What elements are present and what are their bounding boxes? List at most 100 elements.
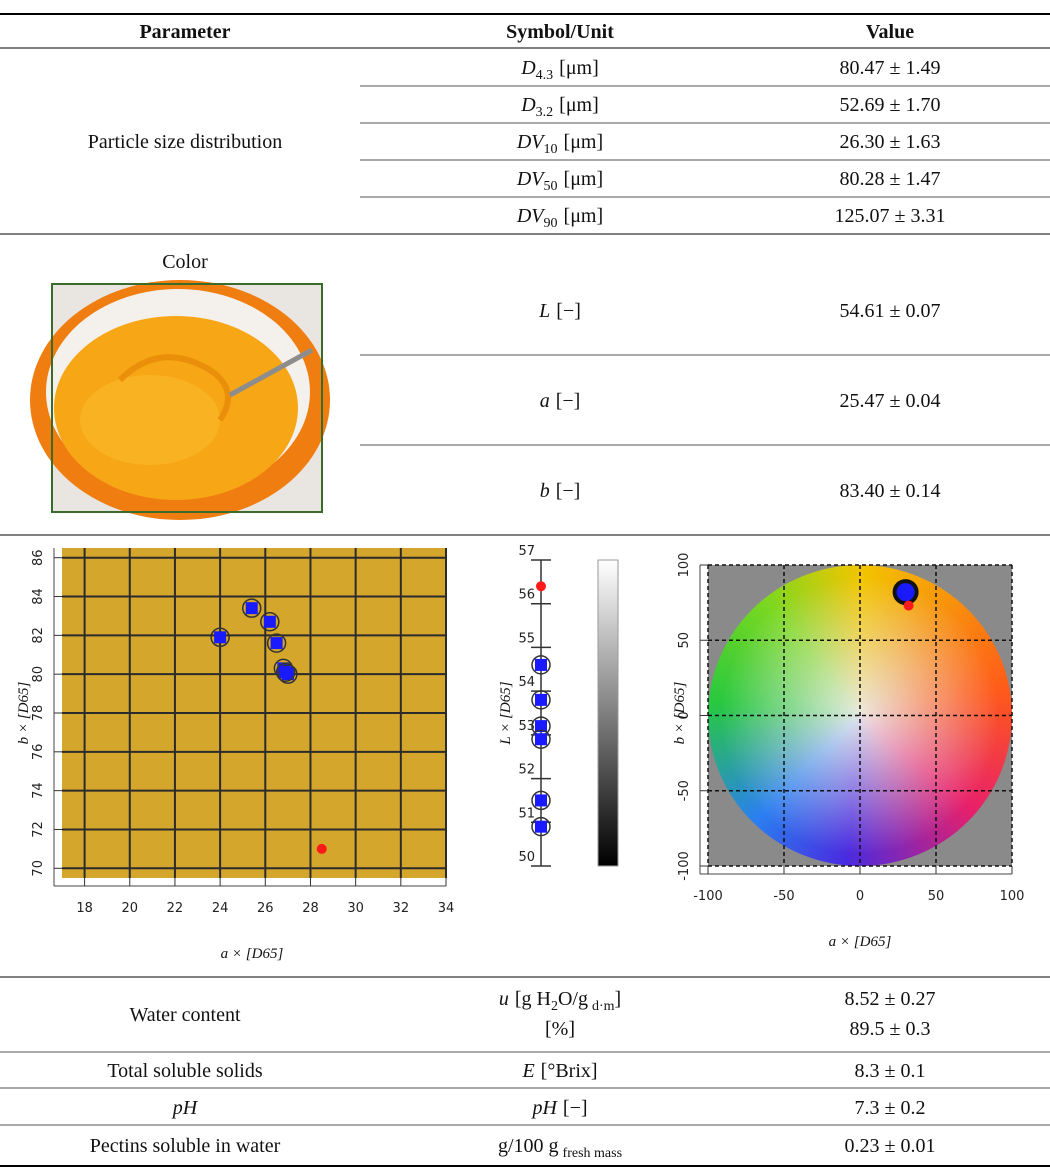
x-tick-label: -100 (693, 889, 723, 904)
y-tick-label: 54 (518, 675, 535, 690)
symbol-sub: 4.3 (536, 68, 554, 83)
parameter-name: Total soluble solids (107, 1060, 262, 1082)
header-cell: Parameter (139, 21, 230, 43)
charts: 182022242628303234707274767880828486a × … (16, 544, 1024, 962)
y-axis-label: b × [D65] (672, 682, 688, 745)
value: 0.23 ± 0.01 (845, 1135, 936, 1157)
unit: [%] (545, 1018, 575, 1040)
data-point (895, 581, 917, 603)
y-tick-label: -50 (677, 780, 692, 801)
lightness-scale (598, 560, 618, 866)
y-tick-label: 78 (31, 705, 46, 722)
value: 54.61 ± 0.07 (840, 300, 941, 322)
y-tick-label: 76 (31, 744, 46, 761)
unit: [g H (515, 988, 551, 1010)
x-tick-label: 26 (257, 901, 274, 916)
parameter-name: Pectins soluble in water (90, 1135, 281, 1157)
value: 80.28 ± 1.47 (840, 168, 941, 190)
data-point (535, 694, 547, 706)
symbol-sub: 50 (544, 179, 558, 194)
symbol-sub: 10 (544, 142, 558, 157)
symbol-unit: pH[−] (530, 1097, 587, 1119)
data-point (904, 601, 914, 611)
y-tick-label: 82 (31, 627, 46, 644)
y-tick-label: 51 (518, 806, 535, 821)
unit: [−] (556, 300, 581, 322)
data-point (535, 733, 547, 745)
data-point (536, 581, 546, 591)
symbol-unit: DV10 [μm] (516, 131, 603, 157)
value: 26.30 ± 1.63 (840, 131, 941, 153)
symbol-sub: 3.2 (536, 105, 554, 120)
x-tick-label: -50 (773, 889, 794, 904)
x-tick-label: 28 (302, 901, 319, 916)
symbol: D (520, 57, 536, 79)
symbol-unit: a [−] (540, 390, 581, 412)
symbol-unit: D3.2 [μm] (520, 94, 599, 120)
parameter-name: Particle size distribution (88, 131, 282, 153)
value: 125.07 ± 3.31 (835, 205, 946, 227)
value: 7.3 ± 0.2 (855, 1097, 926, 1119)
data-point (317, 844, 327, 854)
symbol: DV (516, 131, 546, 153)
data-point (535, 659, 547, 671)
x-axis-label: a × [D65] (829, 934, 892, 950)
x-tick-label: 0 (856, 889, 864, 904)
unit: [μm] (559, 94, 599, 116)
unit: [μm] (564, 131, 604, 153)
y-tick-label: 55 (518, 631, 535, 646)
value: 25.47 ± 0.04 (840, 390, 941, 412)
y-tick-label: 50 (518, 850, 535, 865)
x-tick-label: 32 (393, 901, 410, 916)
data-point (271, 637, 283, 649)
data-point (214, 631, 226, 643)
symbol: L (538, 300, 550, 322)
y-tick-label: 86 (31, 549, 46, 566)
y-tick-label: 52 (518, 763, 535, 778)
data-point (535, 794, 547, 806)
color-rows: L [−] 54.61 ± 0.07 a [−] 25.47 ± 0.04 b[−] 83.4… (538, 300, 940, 502)
y-tick-label: 84 (31, 588, 46, 605)
value: 8.52 ± 0.27 (845, 988, 936, 1010)
symbol-unit: DV50[μm] (516, 168, 603, 194)
x-tick-label: 100 (1000, 889, 1025, 904)
x-tick-label: 18 (76, 901, 93, 916)
symbol-sub: 90 (544, 216, 558, 231)
unit: [μm] (559, 57, 599, 79)
symbol: E (521, 1060, 534, 1082)
x-tick-label: 20 (121, 901, 138, 916)
value: 89.5 ± 0.3 (850, 1018, 931, 1040)
unit-sub: 2 (551, 999, 558, 1014)
symbol: DV (516, 168, 546, 190)
y-tick-label: 80 (31, 666, 46, 683)
x-tick-label: 24 (212, 901, 229, 916)
symbol: D (520, 94, 536, 116)
symbol: a (540, 390, 550, 412)
x-tick-label: 30 (347, 901, 364, 916)
value: 8.3 ± 0.1 (855, 1060, 926, 1082)
symbol-unit: b[−] (540, 480, 581, 502)
unit-sub: d·m (592, 999, 615, 1014)
symbol: u (499, 988, 509, 1010)
unit: [−] (556, 390, 581, 412)
parameter-name: pH (171, 1097, 199, 1119)
data-point (246, 602, 258, 614)
data-point (280, 666, 292, 678)
y-tick-label: 72 (31, 821, 46, 838)
symbol-unit: E[°Brix] (521, 1060, 597, 1082)
value: 80.47 ± 1.49 (840, 57, 941, 79)
unit: [−] (556, 480, 581, 502)
y-tick-label: 74 (31, 782, 46, 799)
unit: ] (615, 988, 622, 1010)
y-tick-label: 100 (677, 553, 692, 578)
parameter-name: Water content (129, 1004, 241, 1026)
value: 83.40 ± 0.14 (840, 480, 941, 502)
unit: O/g (558, 988, 588, 1010)
x-tick-label: 50 (928, 889, 945, 904)
value: 52.69 ± 1.70 (840, 94, 941, 116)
puree-photo (30, 280, 330, 520)
table-page: Parameter Symbol/Unit Value Particle siz… (0, 0, 1050, 1171)
symbol: DV (516, 205, 546, 227)
header-cell: Symbol/Unit (506, 21, 614, 43)
